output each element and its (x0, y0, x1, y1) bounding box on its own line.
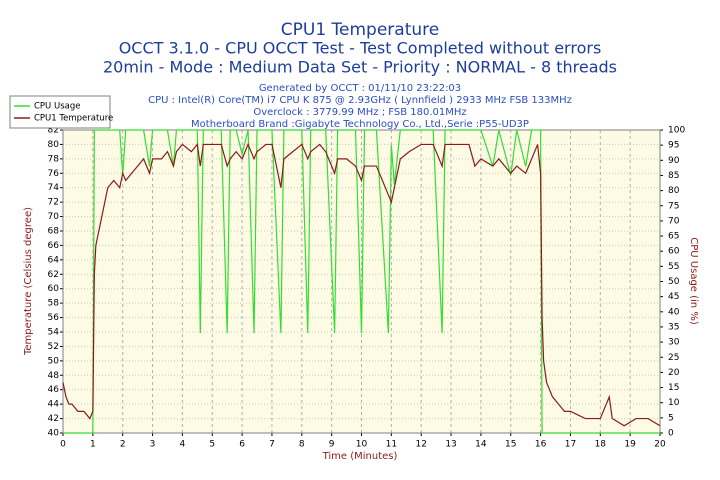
legend-label: CPU Usage (34, 102, 80, 112)
y2-tick-label: 55 (668, 262, 679, 272)
y2-tick-label: 65 (668, 232, 679, 242)
y-tick-label: 82 (48, 126, 59, 136)
note: Generated by OCCT : 01/11/10 23:22:03 (259, 83, 461, 94)
x-tick-label: 17 (565, 440, 576, 450)
x-tick-label: 20 (654, 440, 666, 450)
plot-frame (62, 129, 661, 434)
y-tick-label: 62 (48, 270, 59, 280)
y2-tick-label: 15 (668, 383, 679, 393)
y2-tick-label: 40 (668, 307, 680, 317)
x-tick-label: 19 (624, 440, 636, 450)
x-tick-label: 12 (415, 440, 426, 450)
x-tick-label: 8 (299, 440, 305, 450)
series-line (63, 129, 660, 434)
note: Overclock : 3779.99 MHz ; FSB 180.01MHz (253, 107, 466, 118)
y2-tick-label: 60 (668, 247, 680, 257)
y-tick-label: 52 (48, 342, 59, 352)
x-tick-label: 18 (595, 440, 607, 450)
y-tick-label: 46 (48, 385, 60, 395)
x-tick-label: 3 (150, 440, 156, 450)
y2-axis-label: CPU Usage (in %) (688, 237, 699, 325)
y-tick-label: 42 (48, 414, 59, 424)
y-tick-label: 40 (48, 429, 60, 439)
series-line (62, 142, 661, 427)
y-tick-label: 54 (48, 328, 60, 338)
x-tick-label: 5 (209, 440, 215, 450)
y-tick-label: 76 (48, 169, 60, 179)
x-tick-label: 0 (60, 440, 66, 450)
x-tick-label: 9 (329, 440, 335, 450)
y2-tick-label: 10 (668, 398, 680, 408)
x-tick-label: 16 (535, 440, 547, 450)
y2-tick-label: 50 (668, 277, 680, 287)
y2-tick-label: 5 (668, 413, 674, 423)
y-tick-label: 44 (48, 400, 60, 410)
chart-subtitle: OCCT 3.1.0 - CPU OCCT Test - Test Comple… (119, 39, 602, 58)
y-tick-label: 80 (48, 140, 60, 150)
x-axis-label: Time (Minutes) (322, 451, 398, 462)
chart-title: CPU1 Temperature (281, 20, 439, 40)
chart-subtitle: 20min - Mode : Medium Data Set - Priorit… (103, 58, 617, 77)
y-tick-label: 68 (48, 227, 60, 237)
x-tick-label: 1 (90, 440, 96, 450)
y2-tick-label: 100 (668, 126, 685, 136)
y2-tick-label: 85 (668, 171, 679, 181)
x-tick-label: 15 (505, 440, 516, 450)
y-tick-label: 78 (48, 154, 60, 164)
y-tick-label: 48 (48, 371, 60, 381)
y-tick-label: 58 (48, 299, 60, 309)
x-tick-label: 10 (356, 440, 368, 450)
x-tick-label: 13 (445, 440, 456, 450)
x-tick-label: 7 (269, 440, 275, 450)
legend-label: CPU1 Temperature (34, 114, 113, 124)
y2-tick-label: 30 (668, 338, 680, 348)
x-tick-label: 2 (120, 440, 126, 450)
note: Motherboard Brand :Gigabyte Technology C… (191, 119, 529, 130)
x-tick-label: 6 (239, 440, 245, 450)
y-tick-label: 74 (48, 183, 60, 193)
x-tick-label: 4 (180, 440, 186, 450)
y-axis-label: Temperature (Celsius degree) (23, 207, 34, 356)
y-tick-label: 72 (48, 198, 59, 208)
y2-tick-label: 45 (668, 292, 679, 302)
y2-tick-label: 35 (668, 322, 679, 332)
x-tick-label: 11 (386, 440, 397, 450)
y2-tick-label: 0 (668, 429, 674, 439)
y2-tick-label: 80 (668, 186, 680, 196)
y-tick-label: 64 (48, 255, 60, 265)
y2-tick-label: 25 (668, 353, 679, 363)
y-tick-label: 70 (48, 212, 60, 222)
y-tick-label: 60 (48, 284, 60, 294)
y-tick-label: 56 (48, 313, 60, 323)
y2-tick-label: 70 (668, 216, 680, 226)
y-tick-label: 50 (48, 356, 60, 366)
x-tick-label: 14 (475, 440, 487, 450)
y2-tick-label: 20 (668, 368, 680, 378)
note: CPU : Intel(R) Core(TM) i7 CPU K 875 @ 2… (148, 95, 572, 106)
y2-tick-label: 75 (668, 201, 679, 211)
y2-tick-label: 90 (668, 156, 680, 166)
y-tick-label: 66 (48, 241, 60, 251)
legend-box (9, 95, 111, 129)
y2-tick-label: 95 (668, 141, 679, 151)
